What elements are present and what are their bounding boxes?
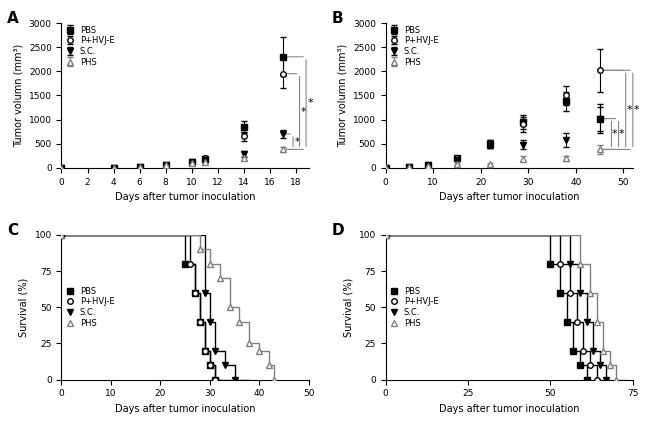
P+HVJ-E <box>586 363 594 368</box>
PHS <box>58 232 66 238</box>
Text: *: * <box>294 137 300 147</box>
P+HVJ-E <box>58 232 66 238</box>
S.C. <box>583 319 591 324</box>
Y-axis label: Tumor volumn (mm³): Tumor volumn (mm³) <box>13 44 23 147</box>
P+HVJ-E <box>186 261 194 266</box>
PBS <box>58 232 66 238</box>
P+HVJ-E <box>566 290 574 295</box>
PBS <box>211 377 218 382</box>
P+HVJ-E <box>191 290 199 295</box>
PBS <box>201 348 209 353</box>
Text: *: * <box>619 129 625 139</box>
S.C. <box>603 377 610 382</box>
P+HVJ-E <box>580 348 588 353</box>
Y-axis label: Tumor volumn (mm³): Tumor volumn (mm³) <box>337 44 347 147</box>
Legend: PBS, P+HVJ-E, S.C., PHS: PBS, P+HVJ-E, S.C., PHS <box>64 26 114 66</box>
Line: P+HVJ-E: P+HVJ-E <box>383 232 599 382</box>
P+HVJ-E <box>211 377 218 382</box>
PBS <box>191 290 199 295</box>
PHS <box>255 348 263 353</box>
P+HVJ-E <box>206 363 214 368</box>
Text: *: * <box>633 105 639 115</box>
PBS <box>563 319 571 324</box>
PHS <box>246 341 254 346</box>
PBS <box>576 363 584 368</box>
PBS <box>547 261 554 266</box>
X-axis label: Days after tumor inoculation: Days after tumor inoculation <box>439 404 580 414</box>
PHS <box>586 290 594 295</box>
PBS <box>583 377 591 382</box>
PHS <box>235 319 243 324</box>
PHS <box>206 261 214 266</box>
Line: PHS: PHS <box>58 232 277 382</box>
Y-axis label: Survival (%): Survival (%) <box>19 278 29 337</box>
PHS <box>216 276 224 281</box>
PHS <box>612 377 620 382</box>
P+HVJ-E <box>382 232 389 238</box>
PHS <box>382 232 389 238</box>
PBS <box>556 290 564 295</box>
Legend: PBS, P+HVJ-E, S.C., PHS: PBS, P+HVJ-E, S.C., PHS <box>388 287 439 328</box>
Text: B: B <box>332 11 343 26</box>
X-axis label: Days after tumor inoculation: Days after tumor inoculation <box>439 192 580 202</box>
P+HVJ-E <box>556 261 564 266</box>
S.C. <box>596 363 604 368</box>
Text: A: A <box>7 11 19 26</box>
PBS <box>196 319 204 324</box>
S.C. <box>590 348 597 353</box>
S.C. <box>382 232 389 238</box>
PHS <box>599 348 607 353</box>
S.C. <box>221 363 229 368</box>
PHS <box>593 319 601 324</box>
X-axis label: Days after tumor inoculation: Days after tumor inoculation <box>115 404 255 414</box>
PHS <box>270 377 278 382</box>
PBS <box>382 232 389 238</box>
PBS <box>569 348 577 353</box>
Line: S.C.: S.C. <box>58 232 237 382</box>
Text: *: * <box>626 105 632 115</box>
PHS <box>196 247 204 252</box>
P+HVJ-E <box>196 319 204 324</box>
PHS <box>606 363 614 368</box>
PHS <box>576 261 584 266</box>
Y-axis label: Survival (%): Survival (%) <box>343 278 353 337</box>
S.C. <box>206 319 214 324</box>
Text: *: * <box>307 98 313 108</box>
Line: P+HVJ-E: P+HVJ-E <box>58 232 218 382</box>
Line: PBS: PBS <box>383 232 590 382</box>
S.C. <box>211 348 218 353</box>
P+HVJ-E <box>573 319 580 324</box>
PHS <box>265 363 273 368</box>
X-axis label: Days after tumor inoculation: Days after tumor inoculation <box>115 192 255 202</box>
Line: PBS: PBS <box>58 232 218 382</box>
P+HVJ-E <box>593 377 601 382</box>
Line: PHS: PHS <box>383 232 619 382</box>
S.C. <box>58 232 66 238</box>
PHS <box>226 305 233 310</box>
Text: D: D <box>332 223 344 238</box>
Text: C: C <box>7 223 18 238</box>
S.C. <box>576 290 584 295</box>
PBS <box>206 363 214 368</box>
P+HVJ-E <box>201 348 209 353</box>
S.C. <box>566 261 574 266</box>
Legend: PBS, P+HVJ-E, S.C., PHS: PBS, P+HVJ-E, S.C., PHS <box>388 26 439 66</box>
Line: S.C.: S.C. <box>383 232 609 382</box>
PBS <box>181 261 189 266</box>
Legend: PBS, P+HVJ-E, S.C., PHS: PBS, P+HVJ-E, S.C., PHS <box>64 287 114 328</box>
S.C. <box>201 290 209 295</box>
Text: *: * <box>301 107 307 116</box>
S.C. <box>231 377 239 382</box>
Text: *: * <box>612 129 618 139</box>
